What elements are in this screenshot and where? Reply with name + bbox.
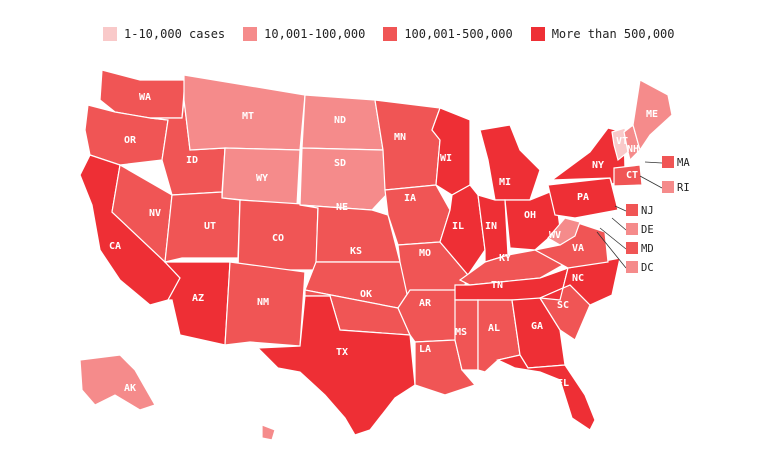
legend-label: More than 500,000	[551, 27, 675, 41]
state-label-ma: MA	[677, 157, 690, 169]
state-ut	[164, 191, 241, 263]
state-swatch-de	[626, 223, 638, 235]
state-label-nd: ND	[334, 115, 346, 126]
state-label-ia: IA	[404, 193, 416, 204]
state-label-id: ID	[186, 155, 198, 166]
legend-swatch	[383, 27, 398, 41]
state-label-tx: TX	[336, 347, 348, 358]
state-label-la: LA	[419, 344, 431, 355]
legend-item: 100,001-500,000	[383, 27, 513, 41]
leader-line-de	[611, 217, 627, 231]
state-mi	[479, 124, 541, 201]
state-label-mo: MO	[419, 248, 431, 259]
state-label-ar: AR	[419, 298, 432, 309]
state-swatch-dc	[626, 261, 638, 273]
state-fl	[496, 354, 596, 431]
state-label-wa: WA	[139, 92, 151, 103]
state-label-pa: PA	[577, 192, 589, 203]
state-vt	[611, 127, 629, 162]
leader-line-md	[599, 227, 627, 250]
state-ia	[384, 184, 451, 246]
state-sd	[299, 147, 387, 211]
state-ak	[79, 354, 156, 411]
state-label-oh: OH	[524, 210, 536, 221]
state-label-nc: NC	[572, 273, 584, 284]
state-label-or: OR	[124, 135, 137, 146]
state-label-wi: WI	[440, 153, 452, 164]
state-label-nv: NV	[149, 208, 161, 219]
state-label-fl: FL	[557, 378, 569, 389]
state-label-wy: WY	[256, 173, 268, 184]
state-label-md: MD	[641, 243, 654, 255]
state-label-wv: WV	[549, 230, 561, 241]
state-il	[439, 184, 486, 276]
state-me	[632, 79, 673, 152]
state-mn	[374, 99, 441, 191]
state-label-sc: SC	[557, 300, 569, 311]
leader-line-ma	[644, 161, 663, 164]
leader-line-dc	[596, 231, 627, 269]
state-ct	[613, 164, 643, 187]
state-label-nj: NJ	[641, 205, 654, 217]
state-label-sd: SD	[334, 158, 346, 169]
state-label-mi: MI	[499, 177, 511, 188]
state-swatch-md	[626, 242, 638, 254]
state-swatch-ri	[662, 181, 674, 193]
state-pa	[547, 177, 619, 219]
legend-label: 10,001-100,000	[264, 27, 366, 41]
state-tx	[256, 295, 416, 436]
leader-line-ri	[639, 175, 663, 189]
state-label-co: CO	[272, 233, 284, 244]
state-label-nm: NM	[257, 297, 269, 308]
state-label-ne: NE	[336, 202, 348, 213]
legend-swatch	[243, 27, 258, 41]
state-label-az: AZ	[192, 293, 204, 304]
state-wi	[431, 107, 471, 196]
state-label-mt: MT	[242, 111, 254, 122]
legend-label: 100,001-500,000	[404, 27, 513, 41]
state-label-mn: MN	[394, 132, 406, 143]
state-label-ky: KY	[499, 253, 511, 264]
state-label-vt: VT	[616, 136, 628, 147]
state-label-ks: KS	[350, 246, 362, 257]
state-label-ok: OK	[360, 289, 372, 300]
state-hi	[261, 424, 276, 441]
state-label-me: ME	[646, 109, 658, 120]
state-label-in: IN	[485, 221, 497, 232]
leader-line-nj	[614, 205, 627, 212]
state-nm	[224, 261, 306, 347]
state-ms	[454, 299, 479, 371]
state-label-ca: CA	[109, 241, 121, 252]
legend-swatch	[530, 27, 545, 41]
state-label-dc: DC	[641, 262, 654, 274]
legend-item: 10,001-100,000	[243, 27, 365, 41]
state-label-il: IL	[452, 221, 464, 232]
legend-label: 1-10,000 cases	[124, 27, 226, 41]
state-label-nh: NH	[627, 144, 639, 155]
state-label-de: DE	[641, 224, 654, 236]
state-label-ga: GA	[531, 321, 543, 332]
state-label-ri: RI	[677, 182, 690, 194]
legend-item: 1-10,000 cases	[103, 27, 225, 41]
state-wv	[547, 217, 581, 246]
legend-swatch	[103, 27, 117, 41]
state-swatch-ma	[662, 156, 674, 168]
legend: 1-10,000 cases 10,001-100,000 100,001-50…	[103, 27, 675, 41]
state-swatch-nj	[626, 204, 638, 216]
state-label-ny: NY	[592, 160, 604, 171]
state-label-va: VA	[572, 243, 584, 254]
state-label-al: AL	[488, 323, 500, 334]
state-label-ak: AK	[124, 383, 136, 394]
state-label-ct: CT	[626, 170, 638, 181]
legend-item: More than 500,000	[530, 27, 675, 41]
state-label-tn: TN	[491, 280, 503, 291]
state-nh	[623, 123, 641, 162]
state-label-ms: MS	[455, 327, 467, 338]
state-label-ut: UT	[204, 221, 216, 232]
